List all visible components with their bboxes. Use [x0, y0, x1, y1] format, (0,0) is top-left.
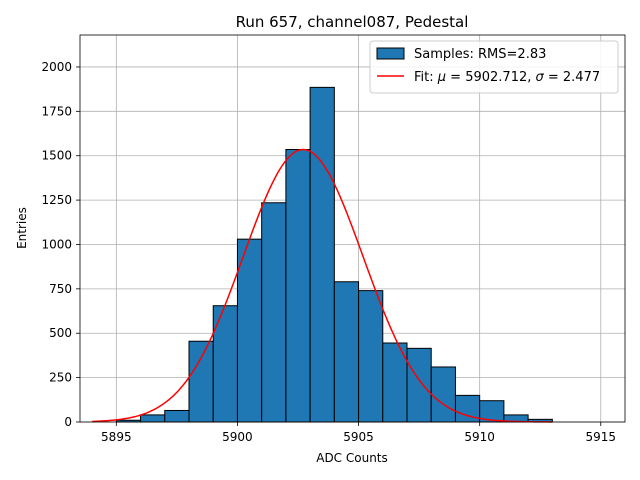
y-axis-ticks: 0 250 500 750 1000 1250 1500 1750 2000	[41, 60, 80, 429]
legend: Samples: RMS=2.83 Fit: μ = 5902.712, σ =…	[369, 40, 619, 94]
histogram-bar	[140, 414, 166, 423]
y-axis-label: Entries	[15, 207, 29, 249]
histogram-bar	[236, 238, 263, 423]
histogram-bar	[285, 149, 311, 423]
x-tick-label: 5895	[101, 430, 132, 444]
x-tick-label: 5915	[586, 430, 617, 444]
legend-box	[369, 40, 619, 94]
histogram-bar	[164, 409, 190, 423]
histogram-bar	[261, 202, 287, 423]
y-tick-label: 250	[49, 371, 72, 385]
histogram-bar	[430, 366, 456, 423]
x-tick-label: 5910	[464, 430, 495, 444]
y-tick-label: 1750	[41, 104, 72, 118]
legend-fit-prefix: Fit:	[414, 70, 438, 85]
histogram-bars	[115, 86, 553, 423]
legend-histogram-swatch	[376, 47, 405, 60]
x-tick-label: 5900	[222, 430, 253, 444]
legend-fit-mu-symbol: μ	[437, 70, 446, 85]
y-tick-label: 2000	[41, 60, 72, 74]
legend-histogram-label: Samples: RMS=2.83	[414, 47, 546, 62]
x-axis-ticks: 5895 5900 5905 5910 5915	[101, 422, 616, 444]
y-tick-label: 1500	[41, 149, 72, 163]
y-tick-label: 750	[49, 282, 72, 296]
x-tick-label: 5905	[343, 430, 374, 444]
histogram-bar	[358, 290, 384, 423]
legend-fit-mu-value: = 5902.712,	[446, 70, 535, 85]
histogram-bar	[188, 340, 214, 423]
histogram-bar	[382, 342, 408, 423]
y-tick-label: 1250	[41, 193, 72, 207]
y-tick-label: 500	[49, 326, 72, 340]
histogram-bar	[212, 305, 238, 423]
plot-frame	[79, 34, 626, 423]
histogram-bar	[406, 347, 432, 423]
legend-fit-sigma-value: = 2.477	[544, 70, 600, 85]
chart-title: Run 657, channel087, Pedestal	[236, 13, 469, 31]
histogram-bar	[333, 281, 360, 423]
legend-fit-label: Fit: μ = 5902.712, σ = 2.477	[414, 70, 600, 85]
fit-curve	[92, 148, 553, 423]
legend-fit-sigma-symbol: σ	[536, 70, 545, 85]
y-tick-label: 0	[64, 415, 72, 429]
y-tick-label: 1000	[41, 237, 72, 251]
x-axis-label: ADC Counts	[316, 451, 388, 465]
histogram-bar	[309, 86, 335, 423]
